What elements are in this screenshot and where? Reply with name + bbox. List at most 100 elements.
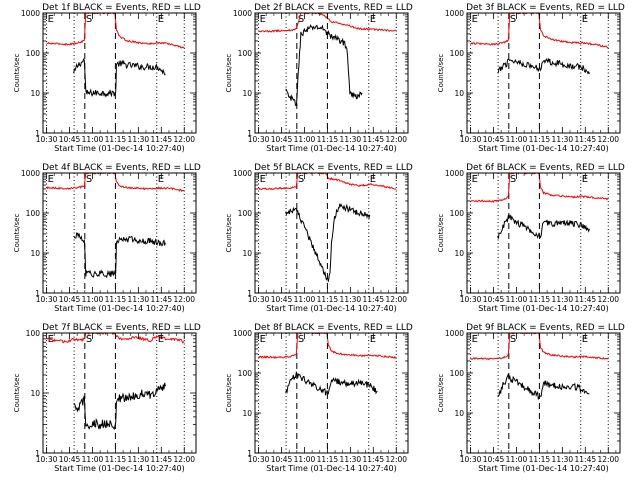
y-tick-label: 100 <box>238 49 253 58</box>
x-tick-label: 11:45 <box>151 455 173 464</box>
y-tick-label: 1 <box>459 289 464 298</box>
x-axis-label: Start Time (01-Dec-14 10:27:40) <box>478 144 609 153</box>
marker-label: S <box>86 174 92 185</box>
x-tick-label: 11:15 <box>105 135 127 144</box>
y-tick-label: 100 <box>450 209 465 218</box>
x-tick-label: 11:30 <box>340 455 362 464</box>
x-tick-label: 11:45 <box>151 295 173 304</box>
y-tick-label: 1000 <box>233 329 252 338</box>
x-tick-label: 10:30 <box>460 295 482 304</box>
y-axis-label: Counts/sec <box>13 214 21 253</box>
lld-series-line <box>470 13 609 49</box>
x-tick-label: 11:00 <box>294 455 316 464</box>
x-tick-label: 11:15 <box>317 295 339 304</box>
x-tick-label: 12:00 <box>385 135 407 144</box>
y-tick-label: 1 <box>459 129 464 138</box>
x-tick-label: 11:00 <box>82 135 104 144</box>
marker-label: E <box>48 174 54 185</box>
x-tick-label: 10:30 <box>248 135 270 144</box>
panel-title: Det 6f BLACK = Events, RED = LLD <box>466 163 625 173</box>
y-tick-label: 10 <box>30 389 40 398</box>
panel-title: Det 1f BLACK = Events, RED = LLD <box>42 3 201 13</box>
plot-frame <box>466 332 621 454</box>
x-tick-label: 11:30 <box>340 295 362 304</box>
y-tick-label: 10 <box>30 249 40 258</box>
events-series-line <box>73 232 166 279</box>
x-tick-label: 11:30 <box>552 455 574 464</box>
y-tick-label: 10 <box>454 249 464 258</box>
panel-title: Det 7f BLACK = Events, RED = LLD <box>42 323 201 333</box>
marker-label: E <box>370 334 376 345</box>
x-tick-label: 11:00 <box>294 135 316 144</box>
plot-frame <box>42 332 197 454</box>
x-tick-label: 11:15 <box>105 455 127 464</box>
x-axis-label: Start Time (01-Dec-14 10:27:40) <box>478 304 609 313</box>
x-tick-label: 12:00 <box>597 455 619 464</box>
x-tick-label: 10:45 <box>59 295 81 304</box>
marker-label: E <box>370 174 376 185</box>
y-tick-label: 100 <box>238 369 253 378</box>
x-tick-label: 12:00 <box>173 455 195 464</box>
y-tick-label: 1 <box>247 129 252 138</box>
lld-series-line <box>258 333 397 359</box>
marker-label: E <box>158 334 164 345</box>
x-tick-label: 11:00 <box>506 295 528 304</box>
marker-label: E <box>370 14 376 25</box>
y-tick-label: 1000 <box>233 9 252 18</box>
x-axis-label: Start Time (01-Dec-14 10:27:40) <box>54 144 185 153</box>
marker-label: S <box>510 14 516 25</box>
x-tick-label: 11:15 <box>529 455 551 464</box>
x-tick-label: 11:45 <box>575 135 597 144</box>
y-tick-label: 1000 <box>21 9 40 18</box>
events-series-line <box>285 23 363 107</box>
marker-label: E <box>260 334 266 345</box>
y-axis-label: Counts/sec <box>13 374 21 413</box>
y-axis-label: Counts/sec <box>13 54 21 93</box>
series-group <box>470 13 609 75</box>
events-series-line <box>497 214 590 239</box>
events-series-line <box>73 58 166 98</box>
series-group <box>470 333 609 401</box>
x-tick-label: 12:00 <box>597 295 619 304</box>
marker-label: E <box>582 334 588 345</box>
x-tick-label: 11:45 <box>575 455 597 464</box>
plot-frame <box>42 172 197 294</box>
x-tick-label: 11:30 <box>128 135 150 144</box>
x-tick-label: 11:45 <box>151 135 173 144</box>
y-tick-label: 10 <box>454 89 464 98</box>
y-axis-label: Counts/sec <box>437 214 445 253</box>
x-tick-label: 11:15 <box>317 455 339 464</box>
marker-label: E <box>582 14 588 25</box>
y-tick-label: 1 <box>35 129 40 138</box>
marker-label: E <box>582 174 588 185</box>
y-tick-label: 1000 <box>445 9 464 18</box>
x-tick-label: 10:45 <box>59 455 81 464</box>
x-tick-label: 10:30 <box>248 295 270 304</box>
marker-label: S <box>510 334 516 345</box>
x-axis-label: Start Time (01-Dec-14 10:27:40) <box>266 464 397 473</box>
x-tick-label: 10:45 <box>271 455 293 464</box>
x-tick-label: 11:15 <box>529 295 551 304</box>
y-tick-label: 10 <box>454 409 464 418</box>
marker-label: E <box>48 14 54 25</box>
lld-series-line <box>46 13 185 49</box>
y-tick-label: 1 <box>35 289 40 298</box>
x-axis-label: Start Time (01-Dec-14 10:27:40) <box>266 144 397 153</box>
x-tick-label: 10:30 <box>36 295 58 304</box>
x-tick-label: 10:45 <box>59 135 81 144</box>
marker-label: E <box>260 14 266 25</box>
y-axis-label: Counts/sec <box>437 54 445 93</box>
marker-label: E <box>472 334 478 345</box>
y-tick-label: 1000 <box>445 169 464 178</box>
y-tick-label: 1 <box>35 449 40 458</box>
x-tick-label: 10:30 <box>248 455 270 464</box>
marker-label: S <box>298 334 304 345</box>
panel-title: Det 5f BLACK = Events, RED = LLD <box>254 163 413 173</box>
x-tick-label: 11:45 <box>363 295 385 304</box>
x-tick-label: 11:00 <box>82 455 104 464</box>
plot-frame <box>466 12 621 134</box>
